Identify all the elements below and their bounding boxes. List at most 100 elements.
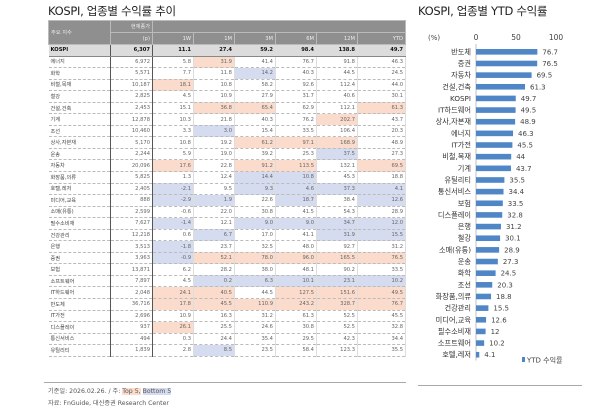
bar xyxy=(476,130,514,137)
return-cell: 9.0 xyxy=(234,217,276,230)
note-bottom5: Bottom 5 xyxy=(142,388,172,395)
category-label: 건강관리 xyxy=(445,304,471,313)
table-row: 소프트웨어 7,897 4.5 0.2 6.3 10.1 23.1 10.2 xyxy=(48,275,407,288)
data-label: 35.5 xyxy=(509,176,525,184)
return-cell: 91.2 xyxy=(234,159,276,172)
return-cell: 37.3 xyxy=(316,183,358,196)
table-row: 화장품,의류 5,825 1.3 12.4 14.4 10.8 45.3 18.8 xyxy=(48,171,407,184)
table-row: IT하드웨어 2,048 24.1 40.5 44.5 127.5 151.6 49.5 xyxy=(48,286,407,300)
return-cell: 32.5 xyxy=(234,240,276,253)
x-tick-label: 0 xyxy=(474,33,479,42)
data-label: 24.5 xyxy=(501,270,517,278)
category-label: 자동차 xyxy=(451,71,471,80)
return-cell: 17.6 xyxy=(152,159,194,172)
return-cell: 127.5 xyxy=(275,286,317,300)
table-row: IT가전 2,696 10.9 16.3 31.2 61.3 52.5 45.5 xyxy=(48,310,407,323)
table-row: 통신서비스 494 0.3 24.4 35.4 29.5 42.3 34.4 xyxy=(48,333,407,346)
sector-name: 조선 xyxy=(48,125,111,138)
return-cell: 52.5 xyxy=(316,321,358,334)
sector-name: 운송 xyxy=(48,148,111,161)
return-cell: 48.0 xyxy=(275,240,317,253)
bar xyxy=(476,282,493,288)
return-cell: 42.3 xyxy=(316,333,358,346)
return-cell: 52.5 xyxy=(316,310,358,323)
data-label: 32.8 xyxy=(507,211,523,219)
return-cell: 40.6 xyxy=(316,90,358,103)
return-cell: 35.5 xyxy=(357,344,407,357)
return-cell: 38.4 xyxy=(316,194,358,207)
sector-name: 화학 xyxy=(48,67,111,80)
return-cell: 5.8 xyxy=(152,56,194,69)
table-row: 조선 10,460 3.3 3.0 15.4 33.5 106.4 20.3 xyxy=(48,125,407,138)
return-cell: -1.8 xyxy=(152,240,194,253)
return-cell: 10.8 xyxy=(152,136,194,149)
bar xyxy=(476,118,516,125)
return-cell: 24.5 xyxy=(357,67,407,80)
return-cell: 40.3 xyxy=(234,113,276,126)
return-cell: 33.5 xyxy=(357,263,407,276)
return-cell: 10.8 xyxy=(275,171,317,184)
return-cell: 34.7 xyxy=(316,217,358,230)
bar xyxy=(476,95,516,102)
sector-price: 12,218 xyxy=(110,229,153,242)
data-label: 45.5 xyxy=(517,142,533,150)
return-cell: 0.3 xyxy=(152,333,194,346)
sector-name: IT하드웨어 xyxy=(48,286,111,300)
bar xyxy=(476,188,504,195)
category-label: 통신서비스 xyxy=(438,187,471,196)
return-cell: 27.3 xyxy=(357,148,407,161)
category-label: 보험 xyxy=(458,199,471,208)
sector-price: 13,871 xyxy=(110,263,153,276)
data-label: 18.8 xyxy=(496,293,512,301)
category-label: 화학 xyxy=(458,269,472,278)
return-cell: 46.3 xyxy=(357,56,407,69)
category-label: 철강 xyxy=(458,234,472,243)
table-row: 필수소비재 7,627 -1.4 12.1 9.0 9.0 34.7 12.0 xyxy=(48,217,407,230)
return-cell: 4.5 xyxy=(152,275,194,288)
return-cell: 12.0 xyxy=(357,217,407,230)
return-cell: 98.4 xyxy=(275,44,317,57)
return-cell: 243.2 xyxy=(275,298,317,311)
sector-price: 2,244 xyxy=(110,148,153,161)
sector-price: 6,307 xyxy=(110,44,153,57)
sector-name: 미디어,교육 xyxy=(48,194,111,207)
return-cell: 61.3 xyxy=(357,102,407,115)
return-cell: 25.3 xyxy=(275,148,317,161)
table-row: KOSPI 6,307 11.1 27.4 59.2 98.4 138.8 49.7 xyxy=(48,44,407,57)
bar xyxy=(476,328,486,335)
bar xyxy=(476,270,496,276)
return-cell: 168.9 xyxy=(316,136,358,149)
sector-price: 12,878 xyxy=(110,113,153,126)
sector-name: 소매(유통) xyxy=(48,206,111,219)
table-row: 호텔,레저 2,405 -2.1 9.5 9.3 4.6 37.3 4.1 xyxy=(48,183,407,196)
return-cell: 5.9 xyxy=(152,148,194,161)
bar xyxy=(476,49,538,55)
return-cell: 9.0 xyxy=(275,217,317,230)
table-row: 미디어,교육 888 -2.9 1.9 22.6 18.7 38.4 12.6 xyxy=(48,194,407,207)
return-cell: 106.4 xyxy=(316,125,358,138)
sector-price: 10,460 xyxy=(110,125,153,138)
return-cell: 14.2 xyxy=(234,67,276,80)
return-cell: 33.5 xyxy=(275,125,317,138)
return-cell: 6.3 xyxy=(234,275,276,288)
sector-name: 디스플레이 xyxy=(48,321,111,334)
table-row: 기계 12,878 10.3 21.8 40.3 76.2 202.7 43.7 xyxy=(48,113,407,126)
category-label: IT하드웨어 xyxy=(438,106,471,115)
return-cell: 15.1 xyxy=(152,102,194,115)
return-cell: 30.8 xyxy=(234,206,276,219)
return-cell: 78.0 xyxy=(234,252,276,265)
return-cell: 59.2 xyxy=(234,44,276,57)
return-cell: 48.1 xyxy=(275,263,317,276)
return-cell: -2.1 xyxy=(152,183,194,196)
return-cell: 112.4 xyxy=(316,79,358,92)
sector-price: 3,963 xyxy=(110,252,153,265)
bar xyxy=(476,316,487,323)
bar xyxy=(476,165,511,172)
return-cell: 6.7 xyxy=(193,229,235,242)
return-cell: 0.2 xyxy=(193,275,235,288)
sector-name: 보험 xyxy=(48,263,111,276)
category-label: 기계 xyxy=(458,164,471,173)
table-row: 건강관리 12,218 0.6 6.7 17.0 41.1 31.9 15.5 xyxy=(48,229,407,242)
return-cell: 69.5 xyxy=(357,159,407,172)
return-cell: 61.2 xyxy=(234,136,276,149)
